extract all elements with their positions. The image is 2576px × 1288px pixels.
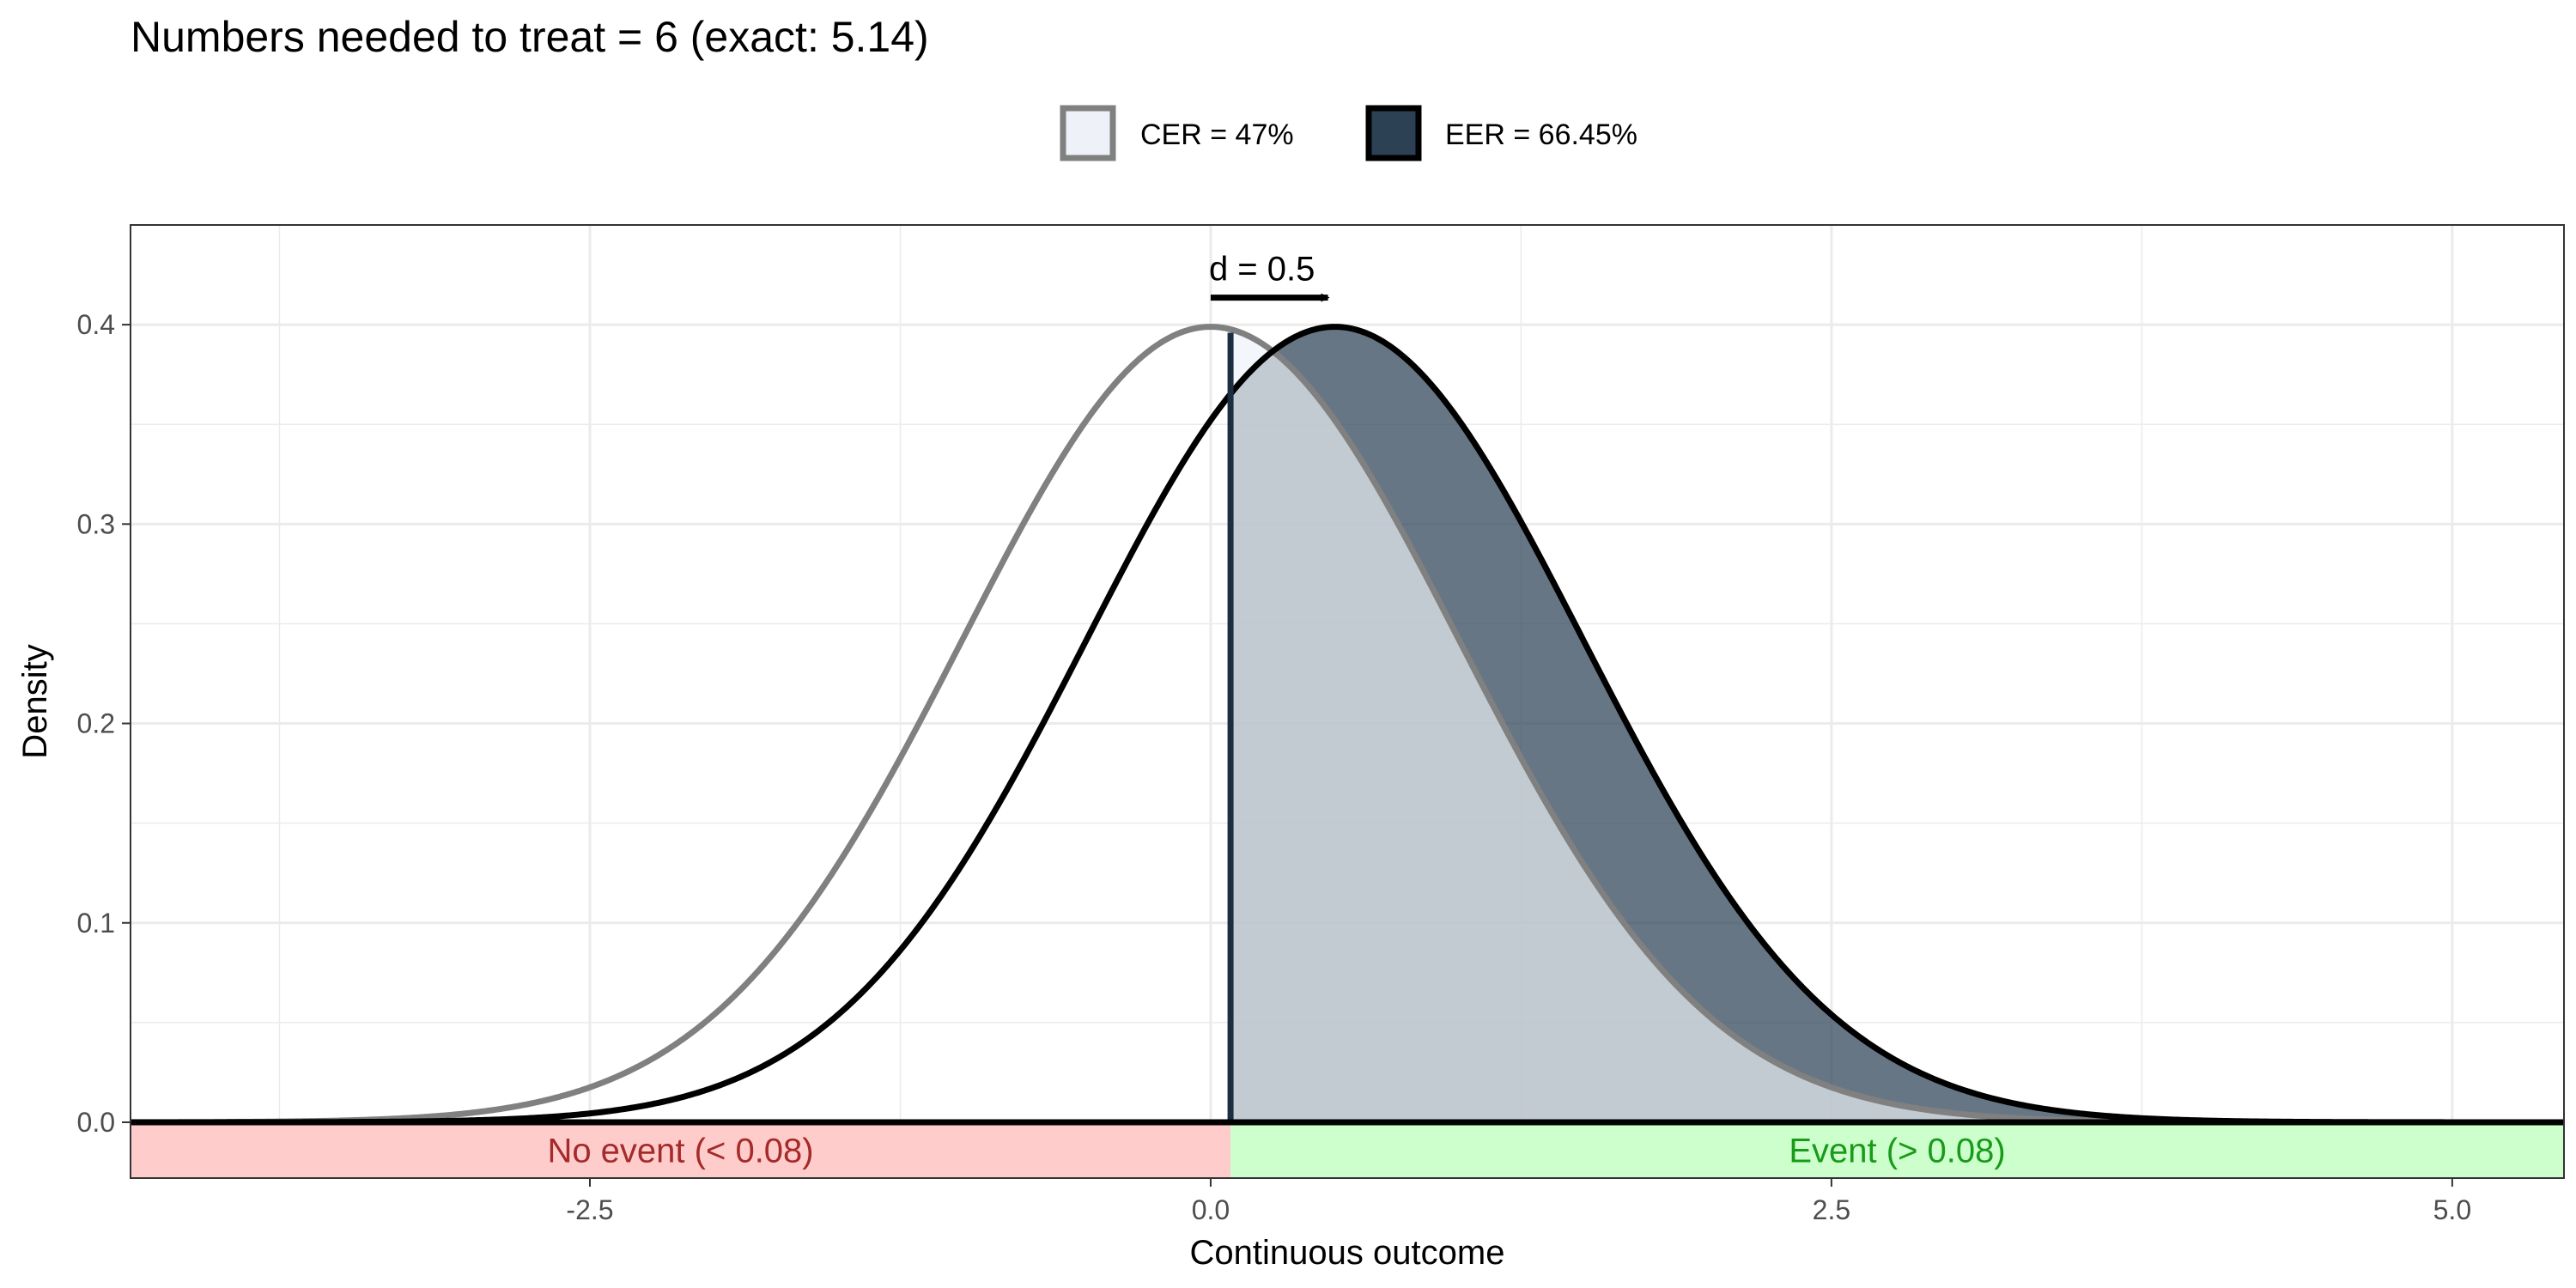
shaded-areas xyxy=(1230,326,2564,1122)
y-axis-title: Density xyxy=(16,644,54,758)
legend-label-cer: CER = 47% xyxy=(1140,118,1294,151)
region-1 xyxy=(1230,1121,2564,1178)
x-tick-label: -2.5 xyxy=(566,1194,613,1225)
legend: CER = 47% EER = 66.45% xyxy=(1060,105,1637,161)
reference-marks xyxy=(131,332,2564,1126)
y-tick-label: 0.2 xyxy=(77,708,115,739)
area-cer xyxy=(1230,329,2564,1122)
region-label-event: Event (> 0.08) xyxy=(1789,1132,2005,1170)
x-axis-title: Continuous outcome xyxy=(1190,1234,1505,1272)
y-tick-label: 0.4 xyxy=(77,309,115,340)
y-tick-label: 0.0 xyxy=(77,1107,115,1138)
panel-border xyxy=(130,224,2565,1179)
legend-key-cer xyxy=(1060,105,1116,161)
region-label-no-event: No event (< 0.08) xyxy=(547,1132,813,1170)
legend-key-eer xyxy=(1365,105,1422,161)
y-tick-label: 0.3 xyxy=(77,508,115,539)
x-tick-label: 5.0 xyxy=(2433,1194,2471,1225)
curve-eer xyxy=(131,324,2564,1126)
outcome-regions xyxy=(131,1121,2564,1178)
axis-ticks: -2.5 0.0 2.5 5.0 0.0 0.1 0.2 0.3 0.4 xyxy=(77,309,2472,1225)
x-tick-label: 2.5 xyxy=(1813,1194,1850,1225)
legend-label-eer: EER = 66.45% xyxy=(1445,118,1637,151)
x-tick-label: 0.0 xyxy=(1192,1194,1230,1225)
region-0 xyxy=(131,1121,1231,1178)
chart-title: Numbers needed to treat = 6 (exact: 5.14… xyxy=(131,13,929,61)
y-tick-label: 0.1 xyxy=(77,908,115,939)
effect-size-label: d = 0.5 xyxy=(1209,251,1315,289)
